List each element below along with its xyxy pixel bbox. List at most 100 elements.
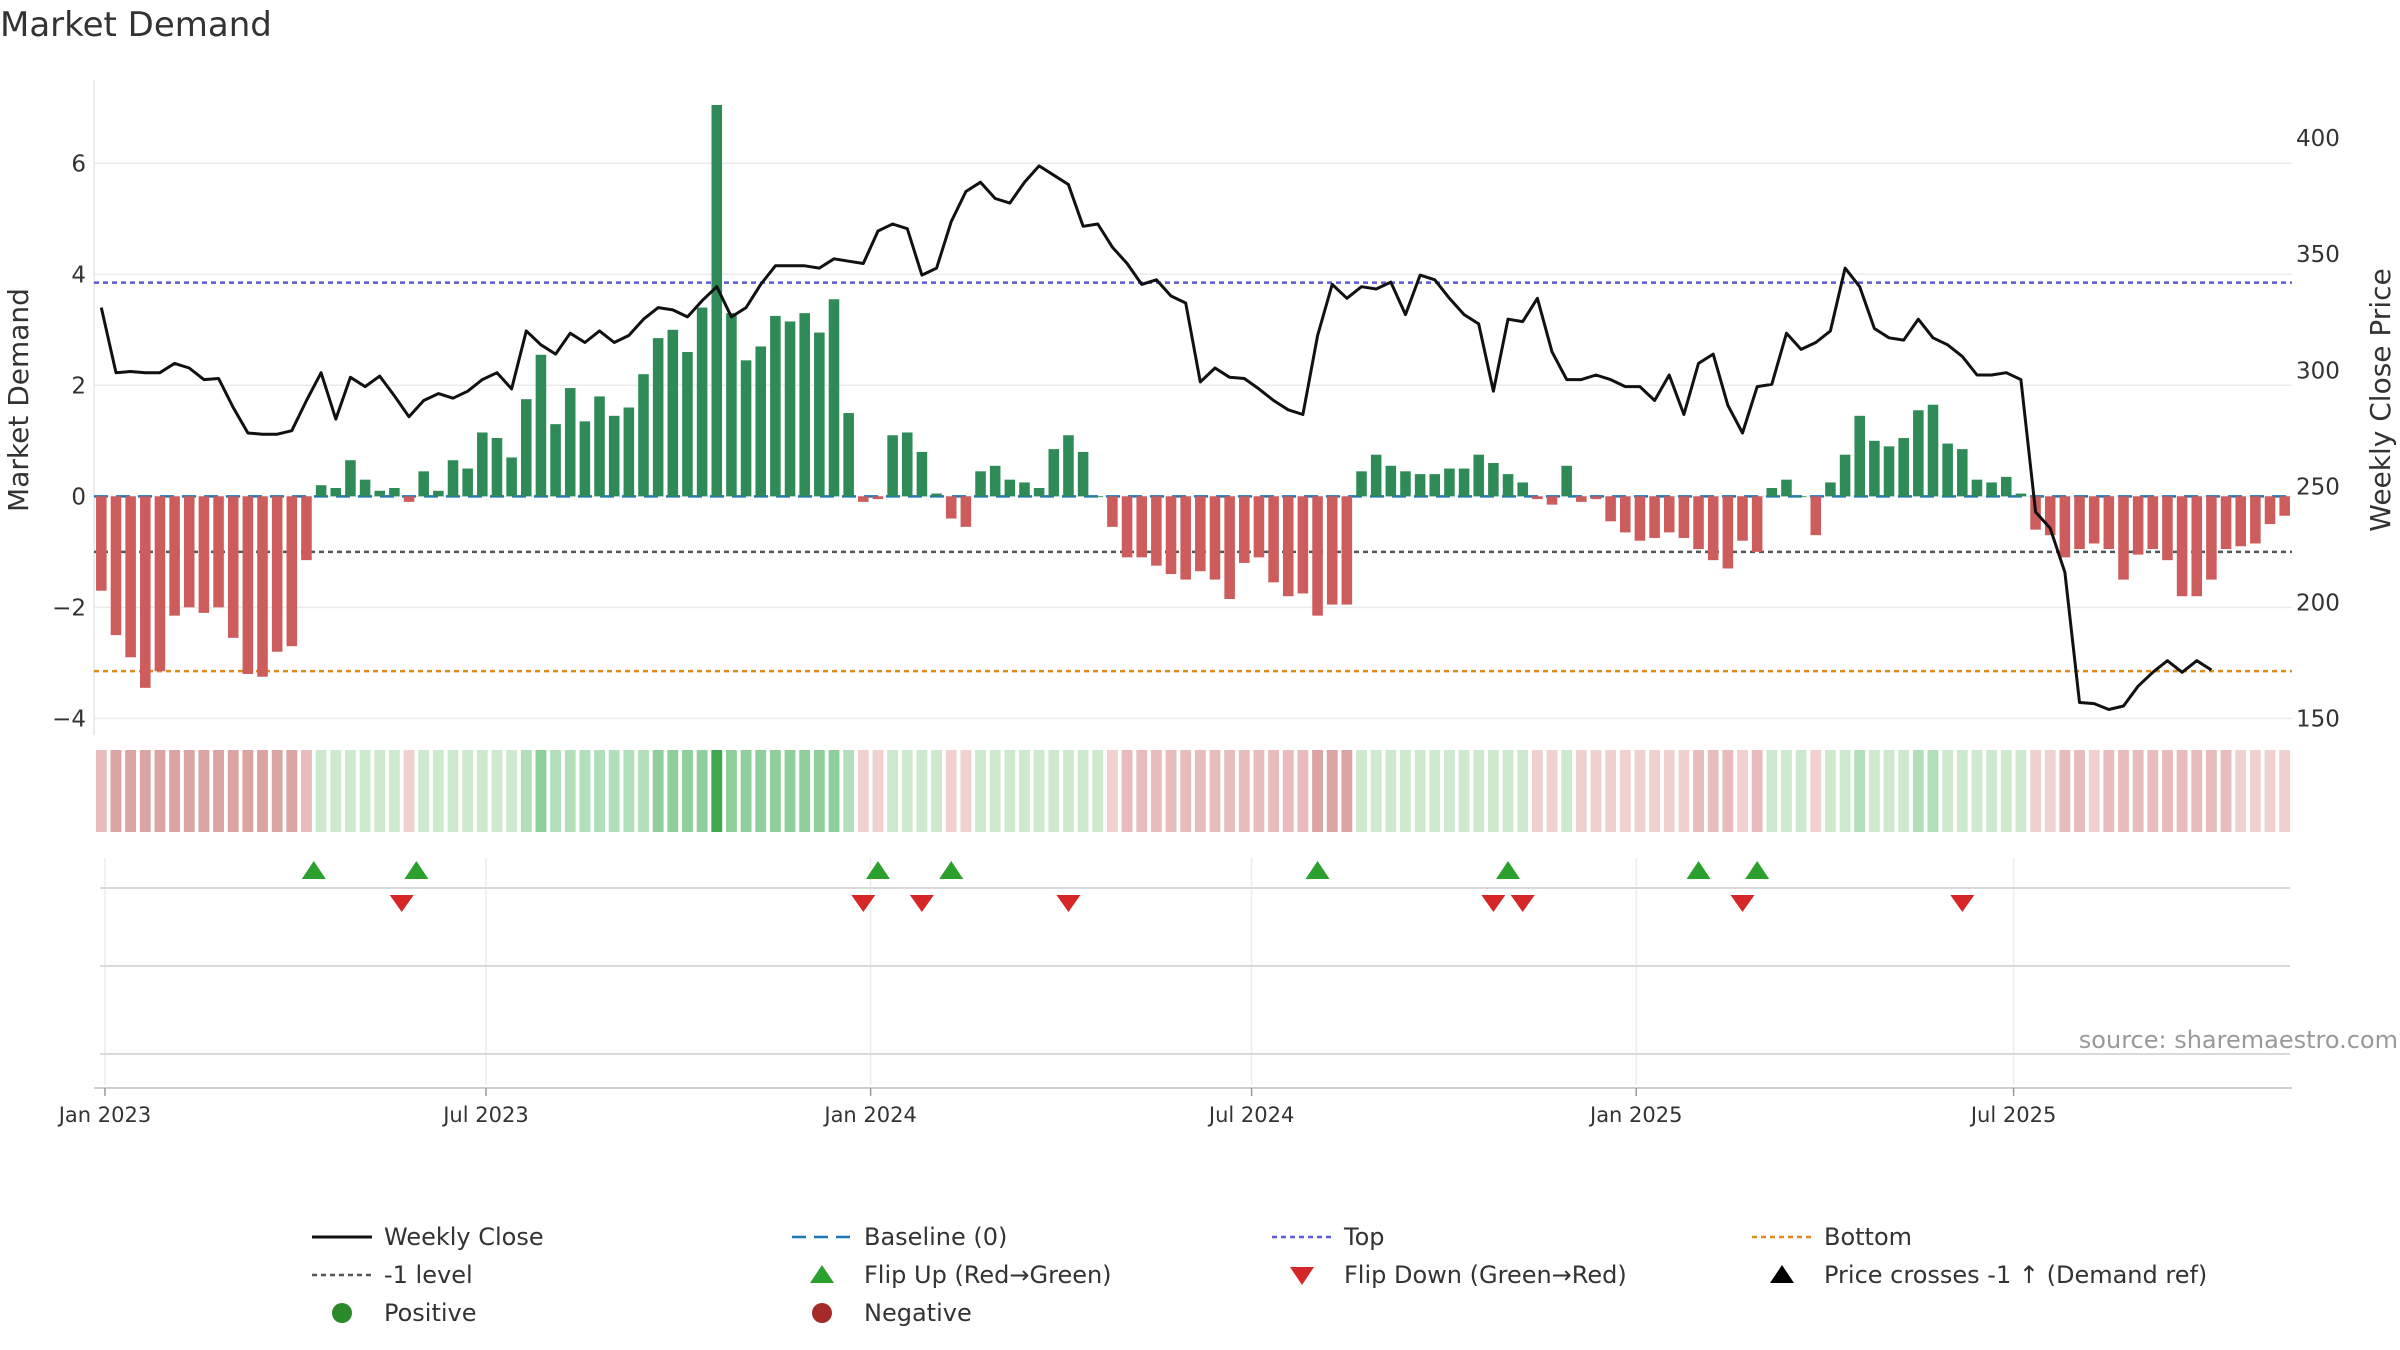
- demand-bar: [1209, 496, 1221, 580]
- strip-cell: [2205, 750, 2217, 832]
- demand-bar: [1532, 496, 1543, 500]
- strip-cell: [843, 750, 855, 832]
- demand-bar: [1546, 496, 1558, 505]
- demand-bar: [2264, 496, 2276, 525]
- flip-up-marker: [865, 861, 890, 879]
- left-tick-label: 6: [71, 151, 86, 177]
- right-tick-label: 350: [2296, 242, 2340, 268]
- demand-bar: [916, 451, 928, 497]
- strip-cell: [1868, 750, 1880, 832]
- demand-bar: [418, 471, 429, 497]
- x-tick-label: Jan 2023: [57, 1103, 152, 1127]
- strip-cell: [1136, 750, 1148, 832]
- demand-bar: [1385, 465, 1397, 497]
- demand-bar: [154, 496, 166, 672]
- demand-bar: [1121, 496, 1133, 558]
- left-axis: 6 4 2 0 −2 −4: [52, 151, 86, 732]
- strip-cell: [1737, 750, 1748, 832]
- demand-bar: [1195, 496, 1206, 572]
- strip-cell: [1649, 750, 1661, 832]
- demand-bar: [1224, 496, 1235, 600]
- strip-cell: [1341, 750, 1353, 832]
- demand-bar: [198, 496, 210, 613]
- demand-bar: [169, 496, 180, 616]
- strip-cell: [1268, 750, 1280, 832]
- demand-bar: [1180, 496, 1191, 580]
- strip-cell: [432, 750, 444, 832]
- strip-cell: [1605, 750, 1617, 832]
- strip-cell: [213, 750, 224, 832]
- demand-bar: [696, 307, 708, 497]
- demand-bar: [755, 346, 767, 497]
- demand-bar: [1590, 496, 1602, 500]
- strip-cell: [1370, 750, 1382, 832]
- legend-item: Flip Down (Green→Red): [1290, 1261, 1627, 1289]
- demand-bar: [2250, 496, 2261, 544]
- strip-cell: [2147, 750, 2159, 832]
- strip-cell: [550, 750, 562, 832]
- strip-cell: [1077, 750, 1089, 832]
- demand-bar: [682, 351, 693, 497]
- demand-bar: [520, 399, 532, 497]
- legend-label: Weekly Close: [384, 1223, 544, 1251]
- demand-bar: [1927, 404, 1939, 497]
- flip-up-marker: [1305, 861, 1330, 879]
- x-tick-label: Jul 2023: [441, 1103, 528, 1127]
- demand-bar: [403, 496, 415, 502]
- strip-cell: [594, 750, 605, 832]
- legend-label: Bottom: [1824, 1223, 1912, 1251]
- demand-bar: [2235, 496, 2246, 547]
- flip-up-marker: [1686, 861, 1711, 879]
- demand-bar: [887, 435, 898, 497]
- strip-cell: [1356, 750, 1367, 832]
- strip-cell: [696, 750, 708, 832]
- demand-bar: [1766, 487, 1778, 497]
- demand-bar: [770, 315, 781, 497]
- demand-bar: [345, 460, 356, 497]
- strip-cell: [271, 750, 283, 832]
- demand-bar: [1239, 496, 1250, 563]
- legend-swatch: [810, 1265, 834, 1283]
- demand-bar: [1986, 482, 1997, 497]
- strip-cell: [257, 750, 268, 832]
- strip-cell: [1751, 750, 1763, 832]
- demand-bar: [945, 496, 957, 519]
- flip-down-marker: [1730, 895, 1755, 912]
- demand-bar: [1458, 468, 1470, 497]
- strip-cell: [2015, 750, 2027, 832]
- demand-bar: [2074, 496, 2085, 550]
- demand-bar: [1429, 474, 1441, 497]
- strip-cell: [2088, 750, 2100, 832]
- weekly-close-path: [99, 164, 2213, 711]
- demand-bar: [784, 321, 796, 497]
- demand-bar: [1634, 496, 1646, 541]
- demand-bar: [579, 421, 591, 497]
- legend: Weekly Close Baseline (0) Top Bottom -1 leve…: [312, 1223, 2207, 1327]
- demand-bar: [726, 313, 737, 497]
- strip-cell: [1004, 750, 1016, 832]
- flip-down-marker: [1510, 895, 1535, 912]
- demand-bar: [1444, 468, 1455, 497]
- strip-cell: [1912, 750, 1924, 832]
- strip-cell: [2162, 750, 2173, 832]
- demand-bar: [271, 496, 283, 652]
- demand-bar: [2088, 496, 2100, 544]
- left-tick-label: 2: [71, 373, 86, 399]
- strip-cell: [1634, 750, 1646, 832]
- flip-down-marker: [851, 895, 876, 912]
- x-tick-label: Jan 2024: [822, 1103, 917, 1127]
- strip-cell: [476, 750, 488, 832]
- demand-bar: [1414, 474, 1426, 497]
- flip-up-marker: [301, 861, 326, 879]
- strip-cell: [1253, 750, 1265, 832]
- legend-item: Positive: [332, 1299, 477, 1327]
- strip-cell: [1458, 750, 1470, 832]
- strip-cell: [1986, 750, 1998, 832]
- demand-bar: [1883, 446, 1895, 497]
- strip-cell: [945, 750, 957, 832]
- strip-cell: [1444, 750, 1455, 832]
- demand-bar: [1576, 496, 1587, 502]
- flip-up-marker: [1496, 861, 1521, 879]
- right-tick-label: 250: [2296, 474, 2340, 500]
- flip-down-marker: [389, 895, 414, 912]
